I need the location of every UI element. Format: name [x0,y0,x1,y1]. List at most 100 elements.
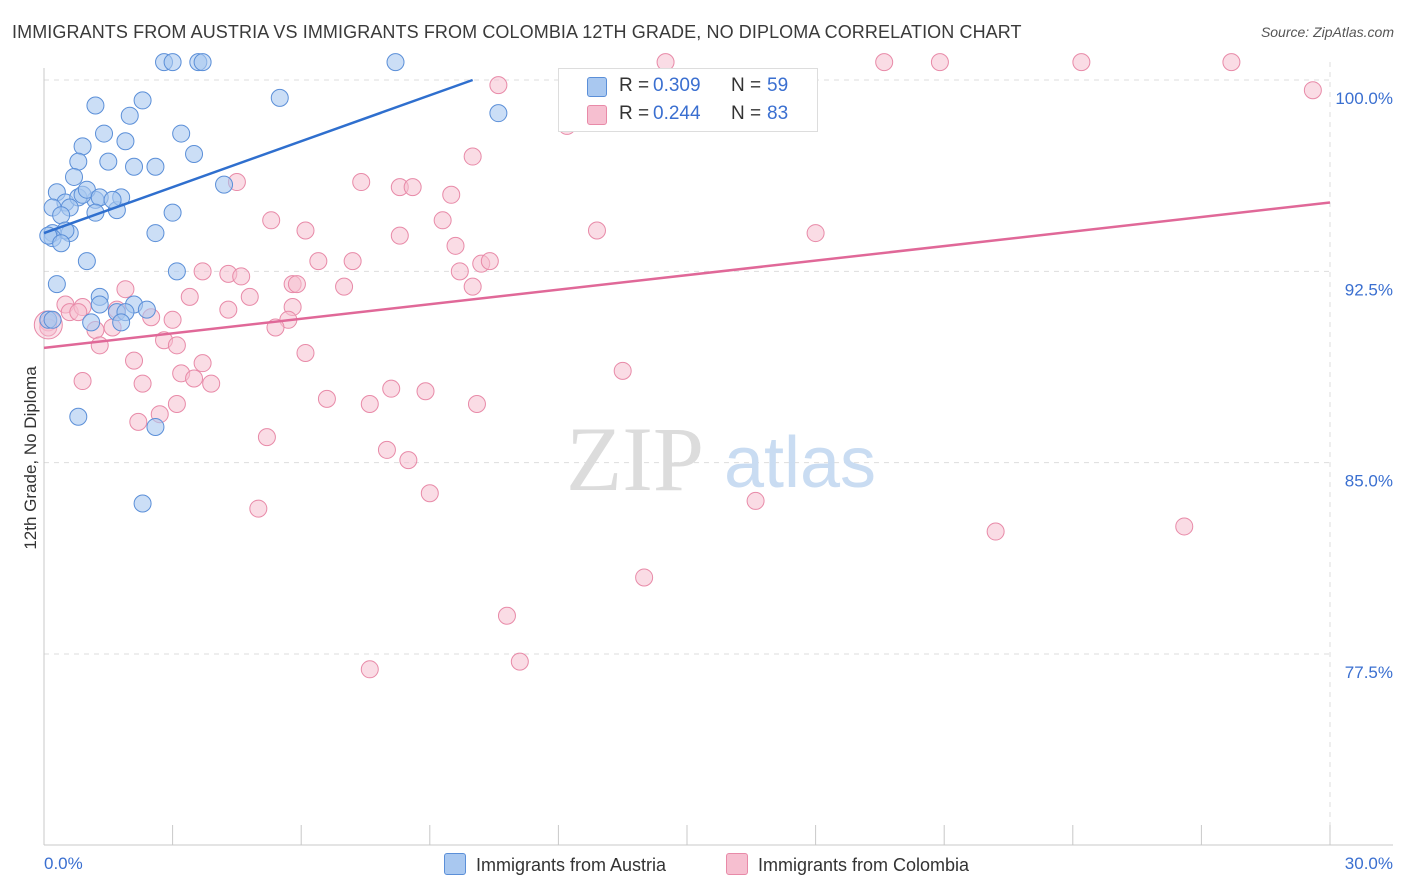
austria-point [270,88,289,107]
austria-point [112,313,131,332]
colombia-point [875,53,894,72]
colombia-point [463,147,482,166]
colombia-n-label: N = [731,103,762,124]
austria-point [133,91,152,110]
colombia-point [202,374,221,393]
austria-point [167,262,186,281]
austria-point [77,252,96,271]
austria-r-label: R = [619,75,650,96]
y-tick-label: 77.5% [1345,663,1393,682]
colombia-point [510,652,529,671]
bottom-legend-austria: Immigrants from Austria [444,853,666,876]
colombia-point [296,343,315,362]
colombia-point [133,374,152,393]
austria-point [137,300,156,319]
austria-n-value: 59 [767,75,789,96]
austria-point [489,104,508,123]
austria-point [65,167,84,186]
austria-point [193,53,212,72]
colombia-point [185,369,204,388]
austria-point [43,310,62,329]
colombia-point [219,300,238,319]
colombia-point [90,336,109,355]
colombia-point [309,252,328,271]
austria-point [172,124,191,143]
y-tick-label: 92.5% [1345,280,1393,299]
austria-n-label: N = [731,75,762,96]
austria-point [163,203,182,222]
y-tick-label: 85.0% [1345,472,1393,491]
source-credit: Source: ZipAtlas.com [1260,24,1394,40]
bottom-austria-label: Immigrants from Austria [476,855,667,875]
colombia-r-value: 0.244 [653,103,701,124]
colombia-r-label: R = [619,103,650,124]
colombia-point [446,236,465,255]
colombia-n-value: 83 [767,103,789,124]
austria-point [99,152,118,171]
austria-point [125,157,144,176]
x-tick-label-min: 0.0% [44,854,83,873]
colombia-point [125,351,144,370]
colombia-point [390,226,409,245]
austria-r-value: 0.309 [653,75,701,96]
axes [43,68,1393,846]
colombia-point [240,287,259,306]
colombia-point [377,440,396,459]
colombia-point [193,354,212,373]
watermark: ZIP atlas [566,408,876,510]
colombia-point [296,221,315,240]
colombia-point [416,382,435,401]
colombia-point [986,522,1005,541]
austria-point [52,234,71,253]
austria-point [146,157,165,176]
correlation-legend: R = 0.309 N = 59 R = 0.244 N = 83 [558,68,818,132]
austria-point [82,313,101,332]
watermark-zip: ZIP [566,408,704,510]
austria-point [116,132,135,151]
colombia-point [69,303,88,322]
colombia-swatch [587,105,607,125]
colombia-point [262,211,281,230]
austria-point [120,106,139,125]
colombia-point [746,491,765,510]
bottom-austria-swatch [444,853,466,875]
x-tick-label-max: 30.0% [1345,854,1393,873]
austria-trend-line [43,78,474,235]
colombia-point [116,280,135,299]
colombia-point [420,484,439,503]
colombia-point [232,267,251,286]
chart-title: IMMIGRANTS FROM AUSTRIA VS IMMIGRANTS FR… [12,22,1022,42]
colombia-point [249,499,268,518]
colombia-point [442,185,461,204]
colombia-point [360,394,379,413]
colombia-point [193,262,212,281]
austria-point [90,295,109,314]
colombia-point [497,606,516,625]
colombia-point [257,428,276,447]
colombia-point [399,451,418,470]
austria-point [47,275,66,294]
colombia-point [287,275,306,294]
colombia-point [73,372,92,391]
colombia-point [129,412,148,431]
austria-point [163,53,182,72]
legend-row-austria: R = 0.309 N = 59 [559,72,817,100]
colombia-point [335,277,354,296]
colombia-point [403,178,422,197]
austria-point [69,407,88,426]
austria-point [215,175,234,194]
colombia-point [167,336,186,355]
austria-point [52,206,71,225]
austria-point [133,494,152,513]
colombia-point [480,252,499,271]
colombia-point [450,262,469,281]
austria-point [146,224,165,243]
colombia-point [352,173,371,192]
bottom-legend-colombia: Immigrants from Colombia [726,853,969,876]
colombia-point [360,660,379,679]
y-axis-label: 12th Grade, No Diploma [21,366,40,550]
colombia-point [587,221,606,240]
bottom-colombia-label: Immigrants from Colombia [758,855,970,875]
austria-points [39,53,508,513]
colombia-point [317,389,336,408]
